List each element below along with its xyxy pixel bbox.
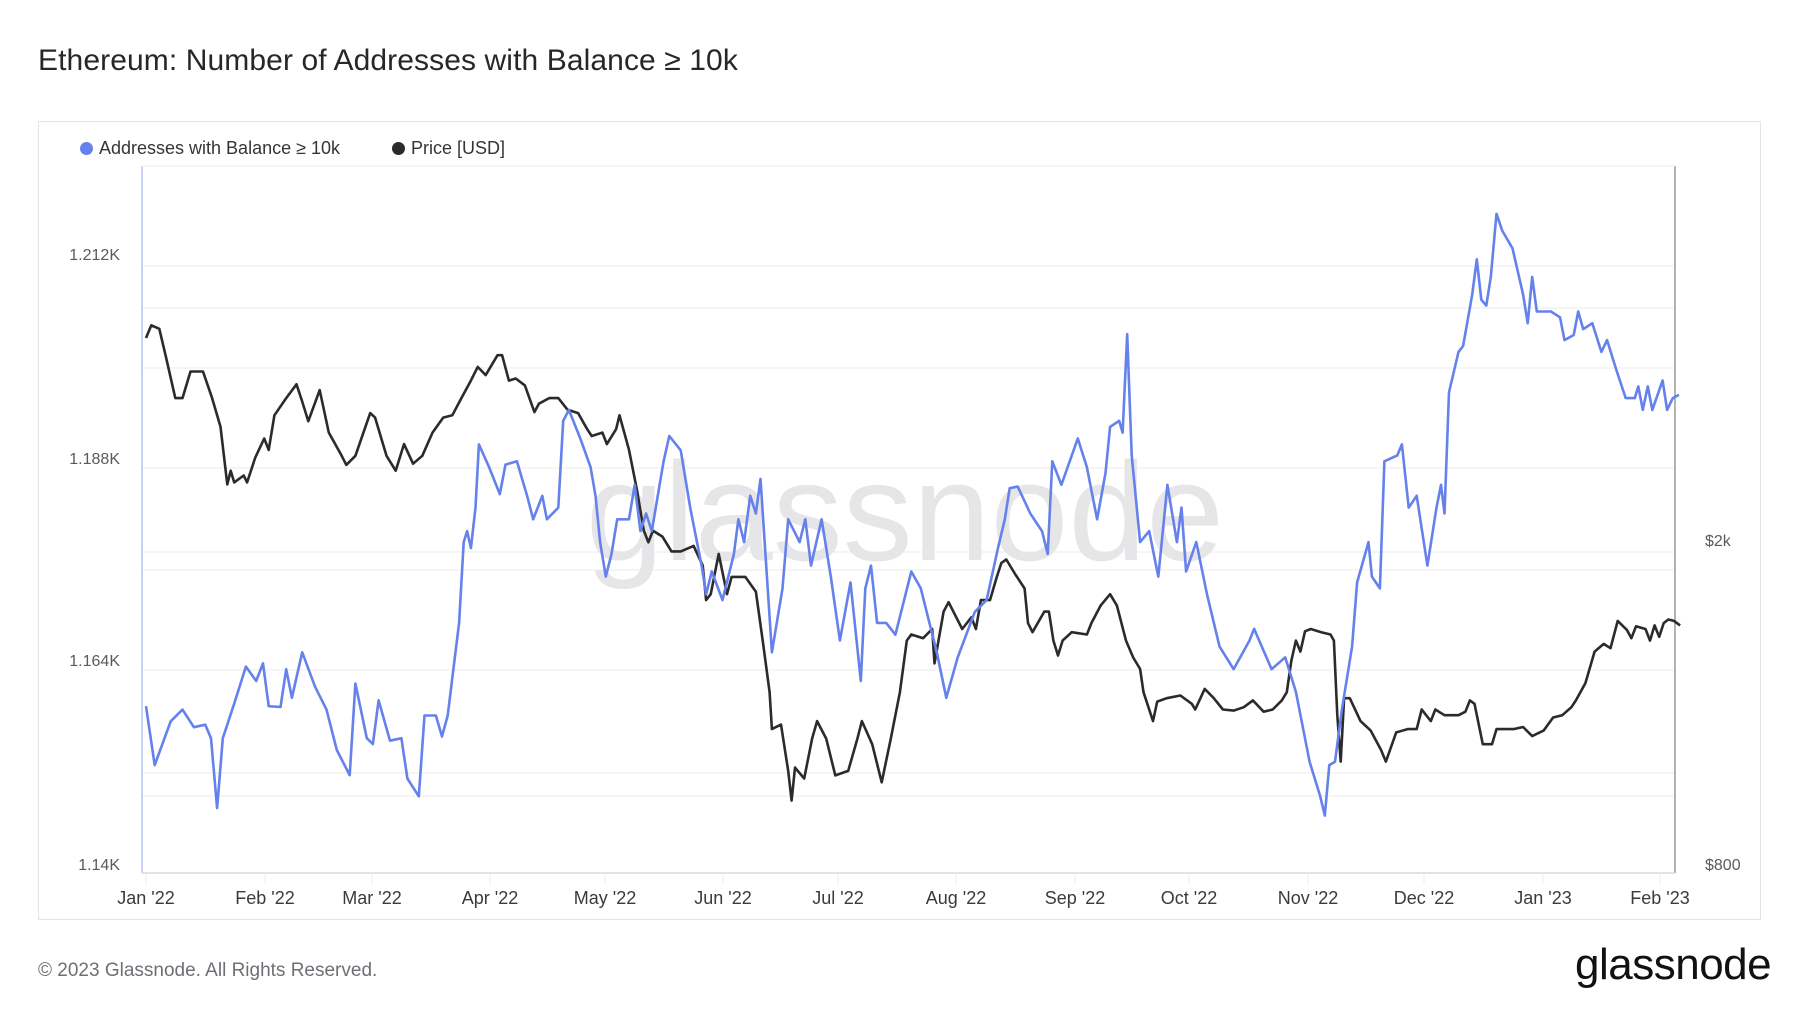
x-tick-jun-22: Jun '22 <box>694 888 752 908</box>
legend-item-addresses[interactable]: Addresses with Balance ≥ 10k <box>80 138 340 159</box>
x-tick-feb-22: Feb '22 <box>235 888 295 908</box>
x-tick-jan-23: Jan '23 <box>1514 888 1572 908</box>
x-tick-apr-22: Apr '22 <box>461 888 519 908</box>
chart-panel <box>38 121 1761 920</box>
y-left-tick-114k: 1.14K <box>78 857 120 874</box>
y-left-tick-1164k: 1.164K <box>69 653 120 670</box>
page-title: Ethereum: Number of Addresses with Balan… <box>38 44 738 77</box>
x-tick-jan-22: Jan '22 <box>117 888 175 908</box>
y-right-tick-2k: $2k <box>1705 533 1731 550</box>
glassnode-logo[interactable]: glassnode <box>1575 940 1772 989</box>
legend-item-price[interactable]: Price [USD] <box>392 138 505 159</box>
copyright-text: © 2023 Glassnode. All Rights Reserved. <box>38 960 378 981</box>
price-line <box>144 323 1681 802</box>
x-tick-oct-22: Oct '22 <box>1160 888 1218 908</box>
legend-dot-icon <box>392 142 406 155</box>
x-axis-ticks <box>145 873 1661 884</box>
y-left-tick-1188k: 1.188K <box>69 451 120 468</box>
y-right-tick-800: $800 <box>1705 857 1741 874</box>
legend-label-addresses: Addresses with Balance ≥ 10k <box>99 138 341 158</box>
addresses-line <box>144 212 1680 817</box>
x-tick-aug-22: Aug '22 <box>925 888 987 908</box>
x-tick-jul-22: Jul '22 <box>812 888 864 908</box>
y-left-tick-1212k: 1.212K <box>69 247 120 264</box>
x-tick-nov-22: Nov '22 <box>1277 888 1339 908</box>
x-tick-sep-22: Sep '22 <box>1044 888 1106 908</box>
gridlines <box>142 265 1675 797</box>
x-tick-dec-22: Dec '22 <box>1393 888 1455 908</box>
x-tick-feb-23: Feb '23 <box>1630 888 1690 908</box>
x-tick-may-22: May '22 <box>573 888 637 908</box>
legend-dot-icon <box>80 142 93 155</box>
chart-legend: Addresses with Balance ≥ 10k Price [USD] <box>80 138 557 159</box>
x-tick-mar-22: Mar '22 <box>342 888 402 908</box>
legend-label-price: Price [USD] <box>411 138 506 158</box>
